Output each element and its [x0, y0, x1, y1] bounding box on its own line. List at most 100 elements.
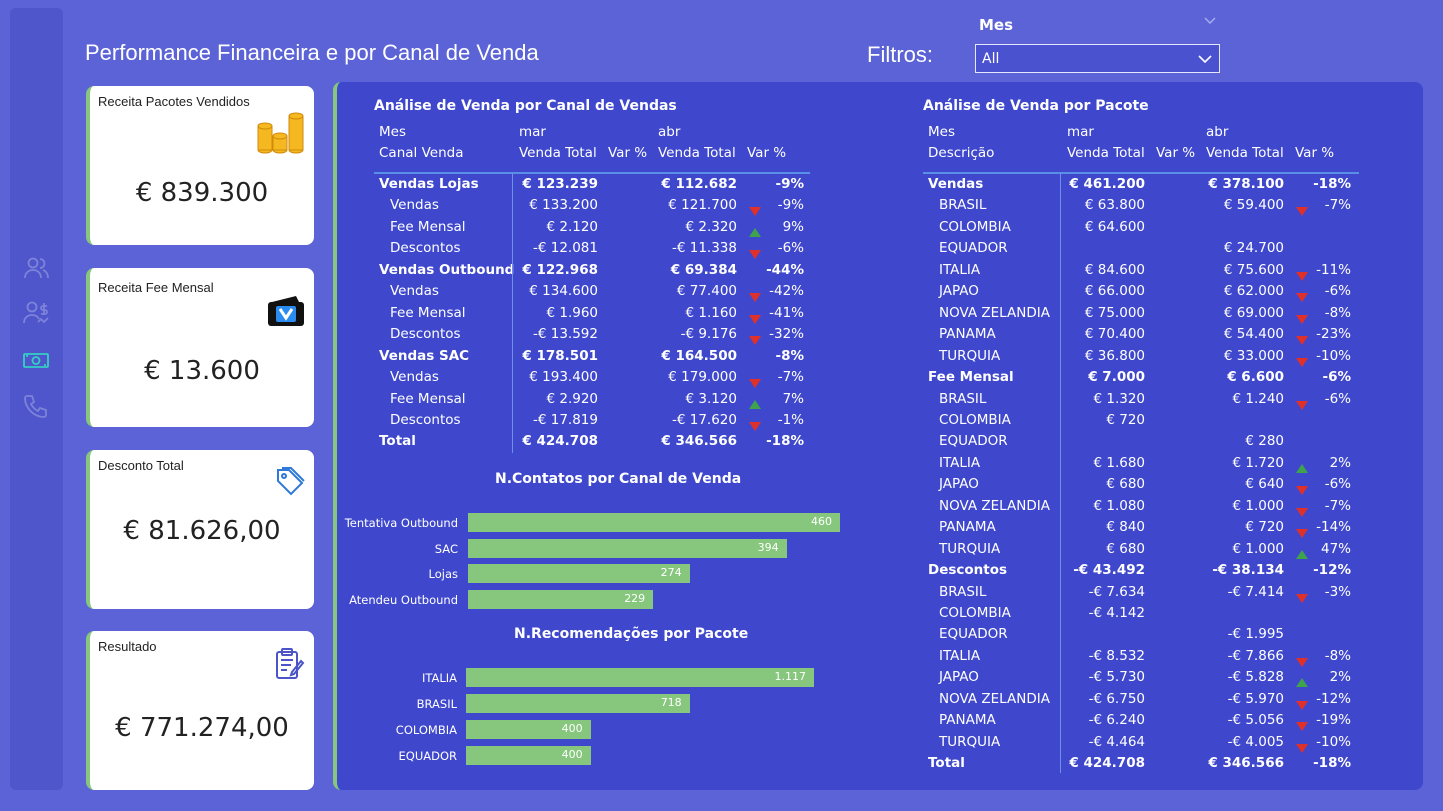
- bar[interactable]: 1.117: [466, 668, 814, 687]
- month-filter-dropdown[interactable]: All: [975, 44, 1220, 73]
- table-row: Vendas € 193.400 € 179.000 -7%: [379, 367, 809, 389]
- cell-mar-venda-total: € 1.960: [546, 304, 598, 321]
- chevron-down-icon: [1198, 55, 1212, 64]
- tag-icon: [277, 467, 305, 496]
- cell-mar-venda-total: € 720: [1106, 411, 1145, 428]
- cell-abr-var-pct: -18%: [1313, 755, 1351, 772]
- phone-icon[interactable]: [22, 392, 50, 420]
- trend-down-icon: [1296, 739, 1308, 760]
- cell-abr-venda-total: € 346.566: [661, 433, 737, 450]
- row-label: TURQUIA: [939, 347, 1001, 364]
- kpi-value: € 771.274,00: [115, 713, 289, 743]
- cell-abr-venda-total: € 1.160: [685, 304, 737, 321]
- users-icon[interactable]: [22, 254, 50, 282]
- trend-down-icon: [1296, 288, 1308, 309]
- canal-matrix: Mes mar abr Canal Venda Venda Total Var …: [379, 122, 809, 462]
- cell-abr-venda-total: € 346.566: [1208, 755, 1284, 772]
- kpi-card-receita-pacotes: Receita Pacotes Vendidos € 839.300: [86, 86, 314, 245]
- cell-abr-var-pct: -7%: [777, 369, 804, 386]
- cell-mar-venda-total: € 680: [1106, 540, 1145, 557]
- table-row: NOVA ZELANDIA € 75.000 € 69.000 -8%: [928, 303, 1358, 324]
- coins-icon: [257, 112, 304, 154]
- cell-abr-var-pct: -12%: [1313, 562, 1351, 579]
- bar[interactable]: 400: [466, 720, 591, 739]
- cell-abr-var-pct: -6%: [1322, 369, 1351, 386]
- row-label: Fee Mensal: [928, 369, 1014, 386]
- cell-abr-var-pct: -18%: [1313, 176, 1351, 192]
- cell-abr-var-pct: -1%: [777, 411, 804, 428]
- bar-value-label: 718: [660, 696, 682, 709]
- cell-abr-venda-total: € 280: [1245, 433, 1284, 450]
- trend-down-icon: [1296, 310, 1308, 331]
- cell-mar-venda-total: -€ 4.464: [1088, 733, 1145, 750]
- cell-mar-venda-total: € 178.501: [522, 347, 598, 364]
- chevron-down-icon[interactable]: [1202, 14, 1218, 28]
- kpi-label: Receita Fee Mensal: [98, 280, 214, 295]
- trend-up-icon: [1296, 459, 1308, 480]
- table-row: Fee Mensal € 7.000 € 6.600 -6%: [928, 367, 1358, 388]
- bar-category-label: COLOMBIA: [395, 723, 457, 737]
- table-row: ITALIA -€ 8.532 -€ 7.866 -8%: [928, 646, 1358, 667]
- filter-field-label: Mes: [979, 16, 1014, 34]
- pacote-matrix: Mes mar abr Descrição Venda Total Var % …: [928, 122, 1358, 782]
- header-row: Mes mar abr: [379, 122, 809, 143]
- bar[interactable]: 229: [468, 589, 654, 609]
- trend-up-icon: [1296, 673, 1308, 694]
- table-row: Descontos -€ 43.492 -€ 38.134 -12%: [928, 560, 1358, 581]
- cell-abr-var-pct: -44%: [766, 261, 804, 278]
- row-label: Descontos: [390, 326, 461, 343]
- cell-abr-var-pct: -32%: [769, 326, 804, 343]
- table-row: Descontos -€ 13.592 -€ 9.176 -32%: [379, 324, 809, 346]
- bar[interactable]: 718: [466, 694, 690, 713]
- pacote-table-title: Análise de Venda por Pacote: [923, 98, 1149, 114]
- row-label: Total: [379, 433, 416, 450]
- trend-down-icon: [1296, 717, 1308, 738]
- kpi-card-receita-fee: Receita Fee Mensal € 13.600: [86, 268, 314, 427]
- user-money-icon[interactable]: [22, 299, 50, 327]
- table-row: TURQUIA -€ 4.464 -€ 4.005 -10%: [928, 732, 1358, 753]
- row-label: Descontos: [928, 562, 1008, 579]
- bar-category-label: Tentativa Outbound: [344, 516, 458, 530]
- row-label: NOVA ZELANDIA: [939, 304, 1050, 321]
- cell-abr-var-pct: 2%: [1329, 669, 1351, 686]
- table-row: BRASIL € 63.800 € 59.400 -7%: [928, 195, 1358, 217]
- header-cell: Var %: [747, 145, 787, 161]
- cell-abr-venda-total: -€ 38.134: [1212, 562, 1284, 579]
- cell-abr-venda-total: € 69.384: [670, 261, 737, 278]
- bar[interactable]: 400: [466, 746, 591, 765]
- filter-label: Filtros:: [867, 42, 933, 67]
- cell-abr-venda-total: -€ 4.005: [1227, 733, 1284, 750]
- bar[interactable]: 460: [468, 513, 840, 532]
- header-cell: Canal Venda: [379, 145, 464, 161]
- page-title: Performance Financeira e por Canal de Ve…: [85, 40, 539, 65]
- table-row: BRASIL -€ 7.634 -€ 7.414 -3%: [928, 582, 1358, 603]
- trend-up-icon: [1296, 545, 1308, 566]
- cell-abr-var-pct: -41%: [769, 304, 804, 321]
- table-row: NOVA ZELANDIA € 1.080 € 1.000 -7%: [928, 496, 1358, 517]
- bar-category-label: Lojas: [428, 567, 458, 581]
- cell-abr-var-pct: -10%: [1316, 733, 1351, 750]
- banknote-icon[interactable]: [22, 346, 50, 374]
- row-label: TURQUIA: [939, 540, 1001, 557]
- trend-up-icon: [749, 395, 761, 416]
- table-row: COLOMBIA € 64.600: [928, 217, 1358, 238]
- bar[interactable]: 274: [468, 564, 690, 583]
- cell-abr-var-pct: -12%: [1316, 690, 1351, 707]
- row-label: JAPAO: [939, 283, 979, 300]
- header-cell: Var %: [608, 145, 648, 161]
- kpi-card-desconto-total: Desconto Total € 81.626,00: [86, 450, 314, 609]
- row-label: JAPAO: [939, 669, 979, 686]
- trend-down-icon: [1296, 202, 1308, 223]
- cell-abr-venda-total: € 121.700: [668, 197, 737, 214]
- trend-down-icon: [1296, 696, 1308, 717]
- bar-category-label: BRASIL: [416, 697, 457, 711]
- kpi-card-resultado: Resultado € 771.274,00: [86, 631, 314, 790]
- table-row: NOVA ZELANDIA -€ 6.750 -€ 5.970 -12%: [928, 689, 1358, 710]
- cell-abr-var-pct: 47%: [1320, 540, 1351, 557]
- cell-mar-venda-total: € 133.200: [529, 197, 598, 214]
- dropdown-value: All: [982, 51, 1000, 67]
- bar[interactable]: 394: [468, 538, 787, 558]
- row-label: ITALIA: [939, 647, 981, 664]
- cell-abr-var-pct: -6%: [1324, 283, 1351, 300]
- cell-mar-venda-total: € 70.400: [1084, 326, 1145, 343]
